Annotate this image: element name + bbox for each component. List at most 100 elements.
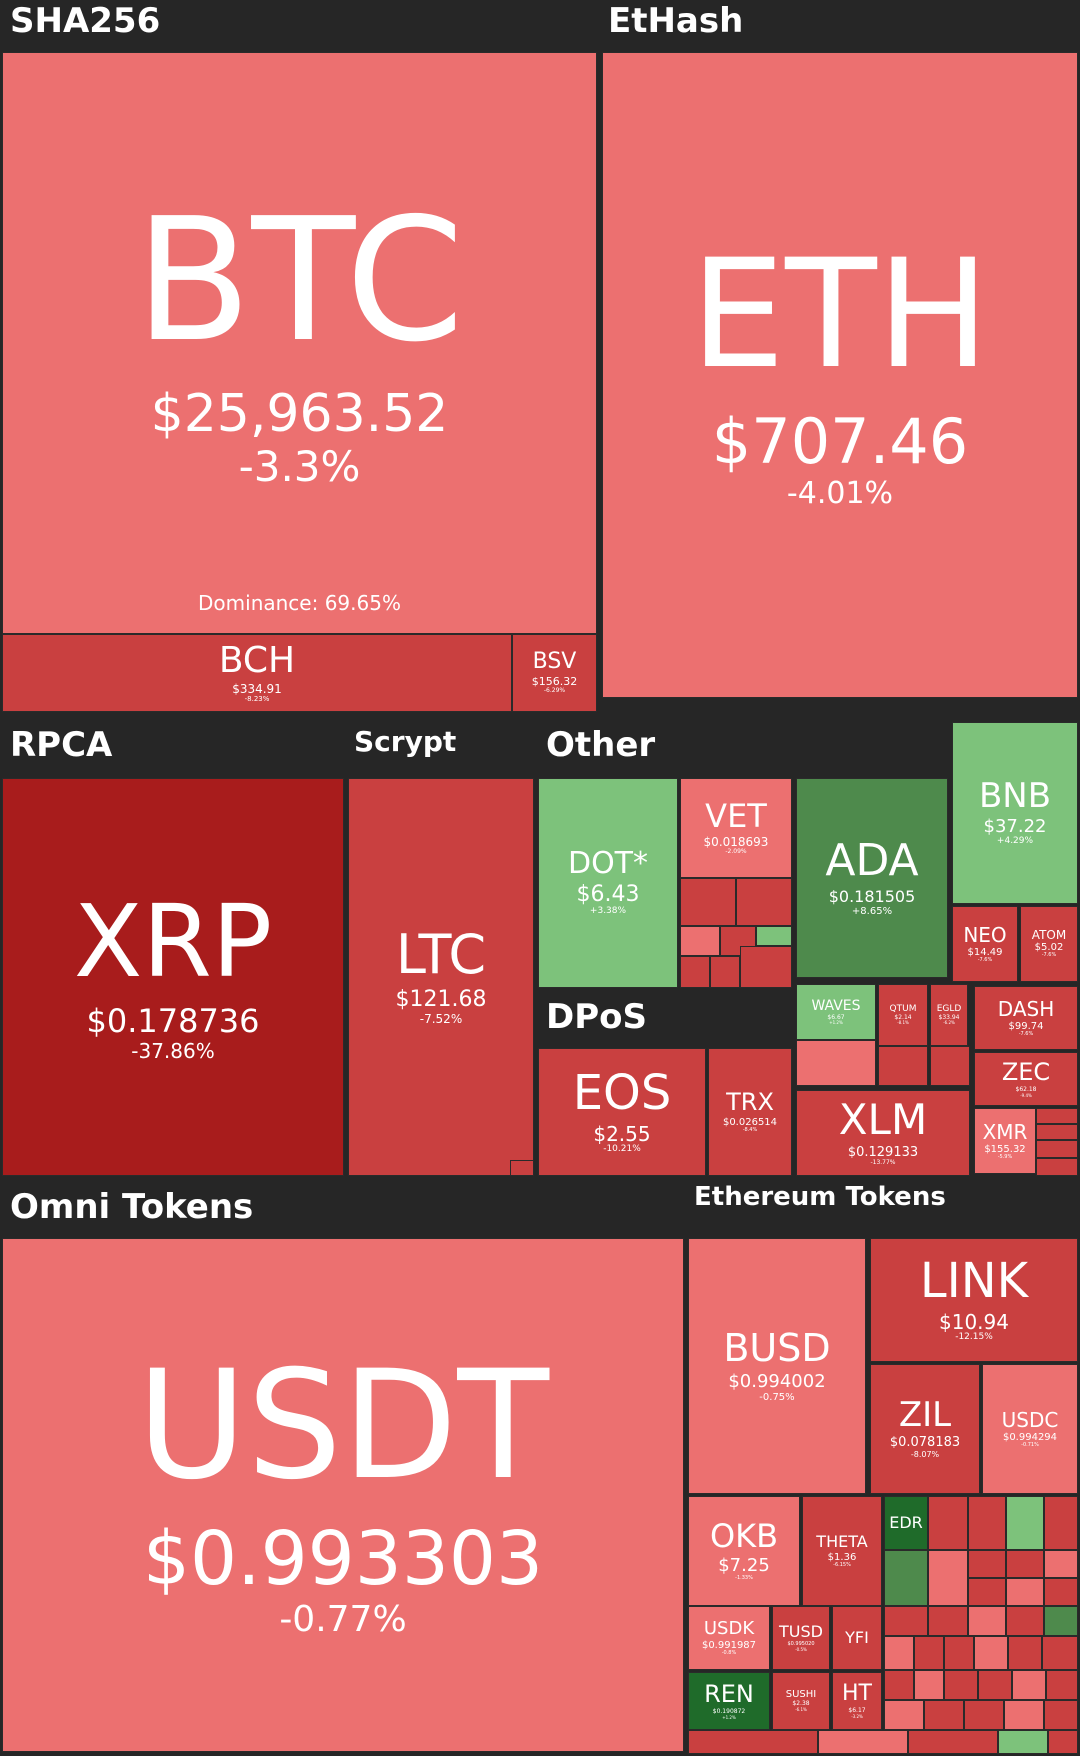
minor-coin-tile[interactable]	[1044, 1550, 1078, 1578]
minor-coin-tile[interactable]	[1044, 1578, 1078, 1606]
minor-coin-tile[interactable]	[944, 1670, 978, 1700]
tile-eos[interactable]: EOS $2.55 -10.21%	[538, 1048, 706, 1176]
minor-coin-tile[interactable]	[998, 1730, 1048, 1754]
tile-ren[interactable]: REN $0.190872 +1.2%	[688, 1672, 770, 1730]
minor-coin-tile[interactable]	[1004, 1700, 1044, 1730]
tile-btc[interactable]: BTC $25,963.52 -3.3% Dominance: 69.65%	[2, 52, 597, 634]
minor-coin-tile[interactable]	[914, 1636, 944, 1670]
tile-tusd[interactable]: TUSD $0.995020 -0.5%	[772, 1606, 830, 1670]
minor-coin-tile[interactable]	[1042, 1636, 1078, 1670]
minor-coin-tile[interactable]	[968, 1578, 1006, 1606]
minor-coin-tile[interactable]	[928, 1550, 968, 1606]
tile-theta[interactable]: THETA $1.36 -6.15%	[802, 1496, 882, 1606]
minor-coin-tile[interactable]	[968, 1550, 1006, 1578]
minor-coin-tile[interactable]	[736, 878, 792, 926]
tile-symbol: TUSD	[779, 1622, 823, 1642]
minor-coin-tile[interactable]	[1048, 1730, 1078, 1754]
tile-usdc[interactable]: USDC $0.994294 -0.71%	[982, 1364, 1078, 1494]
minor-coin-tile[interactable]	[978, 1670, 1012, 1700]
tile-usdk[interactable]: USDK $0.991987 -0.8%	[688, 1606, 770, 1670]
minor-coin-tile[interactable]	[930, 1046, 970, 1086]
tile-zec[interactable]: ZEC $62.18 -9.4%	[974, 1052, 1078, 1106]
minor-coin-tile[interactable]	[1036, 1158, 1078, 1176]
minor-coin-tile[interactable]	[688, 1730, 818, 1754]
tile-link[interactable]: LINK $10.94 -12.15%	[870, 1238, 1078, 1362]
tile-trx[interactable]: TRX $0.026514 -8.4%	[708, 1048, 792, 1176]
tile-symbol: USDC	[1001, 1407, 1059, 1432]
minor-coin-tile[interactable]	[1006, 1578, 1044, 1606]
tile-atom[interactable]: ATOM $5.02 -7.6%	[1020, 906, 1078, 982]
tile-change: -0.75%	[759, 1391, 795, 1403]
minor-coin-tile[interactable]	[1012, 1670, 1046, 1700]
tile-symbol: THETA	[816, 1531, 868, 1551]
tile-sushi[interactable]: SUSHI $2.38 -6.1%	[772, 1672, 830, 1730]
minor-coin-tile[interactable]	[924, 1700, 964, 1730]
minor-coin-tile[interactable]	[884, 1670, 914, 1700]
tile-symbol: EOS	[572, 1065, 672, 1122]
tile-zil[interactable]: ZIL $0.078183 -8.07%	[870, 1364, 980, 1494]
tile-change: -0.8%	[721, 1649, 737, 1656]
tile-okb[interactable]: OKB $7.25 -1.33%	[688, 1496, 800, 1606]
tile-bsv[interactable]: BSV $156.32 -6.29%	[512, 634, 597, 712]
minor-coin-tile[interactable]	[1046, 1670, 1078, 1700]
minor-coin-tile[interactable]	[1006, 1606, 1044, 1636]
minor-coin-tile[interactable]	[680, 926, 720, 956]
minor-coin-tile[interactable]	[710, 956, 740, 988]
tile-qtum[interactable]: QTUM $2.14 -8.1%	[878, 984, 928, 1046]
minor-coin-tile[interactable]	[1044, 1700, 1078, 1730]
tile-symbol: YFI	[845, 1628, 869, 1647]
tile-waves[interactable]: WAVES $6.67 +1.2%	[796, 984, 876, 1040]
minor-coin-tile[interactable]	[964, 1700, 1004, 1730]
minor-coin-tile[interactable]	[884, 1606, 928, 1636]
tile-xmr[interactable]: XMR $155.32 -5.9%	[974, 1108, 1036, 1174]
minor-coin-tile[interactable]	[968, 1496, 1006, 1550]
minor-coin-tile[interactable]	[944, 1636, 974, 1670]
minor-coin-tile[interactable]	[878, 1046, 928, 1086]
minor-coin-tile[interactable]	[928, 1606, 968, 1636]
minor-coin-tile[interactable]	[1044, 1606, 1078, 1636]
tile-symbol: DASH	[997, 996, 1055, 1021]
tile-bch[interactable]: BCH $334.91 -8.23%	[2, 634, 512, 712]
minor-coin-tile[interactable]	[680, 878, 736, 926]
minor-coin-tile[interactable]	[818, 1730, 908, 1754]
tile-usdt[interactable]: USDT $0.993303 -0.77%	[2, 1238, 684, 1752]
tile-dot[interactable]: DOT* $6.43 +3.38%	[538, 778, 678, 988]
minor-coin-tile[interactable]	[756, 926, 792, 946]
minor-coin-tile[interactable]	[914, 1670, 944, 1700]
tile-eth[interactable]: ETH $707.46 -4.01%	[602, 52, 1078, 698]
tile-change: -0.77%	[279, 1598, 407, 1640]
minor-coin-tile[interactable]	[1036, 1124, 1078, 1140]
minor-coin-tile[interactable]	[884, 1550, 928, 1606]
group-label-ethereum-tokens: Ethereum Tokens	[694, 1182, 946, 1212]
tile-xlm[interactable]: XLM $0.129133 -13.77%	[796, 1090, 970, 1176]
minor-coin-tile[interactable]	[1036, 1108, 1078, 1124]
tile-dash[interactable]: DASH $99.74 -7.6%	[974, 986, 1078, 1050]
tile-change: -7.52%	[419, 1011, 463, 1026]
minor-coin-tile[interactable]	[974, 1636, 1008, 1670]
tile-ht[interactable]: HT $6.17 -3.2%	[832, 1672, 882, 1730]
minor-coin-tile[interactable]	[510, 1160, 534, 1176]
minor-coin-tile[interactable]	[796, 1040, 876, 1086]
tile-edr[interactable]: EDR	[884, 1496, 928, 1550]
minor-coin-tile[interactable]	[740, 946, 792, 988]
minor-coin-tile[interactable]	[968, 1606, 1006, 1636]
minor-coin-tile[interactable]	[680, 956, 710, 988]
minor-coin-tile[interactable]	[1008, 1636, 1042, 1670]
tile-xrp[interactable]: XRP $0.178736 -37.86%	[2, 778, 344, 1176]
tile-busd[interactable]: BUSD $0.994002 -0.75%	[688, 1238, 866, 1494]
minor-coin-tile[interactable]	[928, 1496, 968, 1550]
tile-vet[interactable]: VET $0.018693 -2.09%	[680, 778, 792, 878]
tile-egld[interactable]: EGLD $33.94 -6.2%	[930, 984, 968, 1046]
minor-coin-tile[interactable]	[1006, 1496, 1044, 1550]
tile-bnb[interactable]: BNB $37.22 +4.29%	[952, 722, 1078, 904]
minor-coin-tile[interactable]	[884, 1636, 914, 1670]
tile-yfi[interactable]: YFI	[832, 1606, 882, 1670]
tile-neo[interactable]: NEO $14.49 -7.6%	[952, 906, 1018, 982]
minor-coin-tile[interactable]	[884, 1700, 924, 1730]
minor-coin-tile[interactable]	[1006, 1550, 1044, 1578]
minor-coin-tile[interactable]	[1044, 1496, 1078, 1550]
tile-ltc[interactable]: LTC $121.68 -7.52%	[348, 778, 534, 1176]
minor-coin-tile[interactable]	[1036, 1140, 1078, 1158]
tile-ada[interactable]: ADA $0.181505 +8.65%	[796, 778, 948, 978]
minor-coin-tile[interactable]	[908, 1730, 998, 1754]
